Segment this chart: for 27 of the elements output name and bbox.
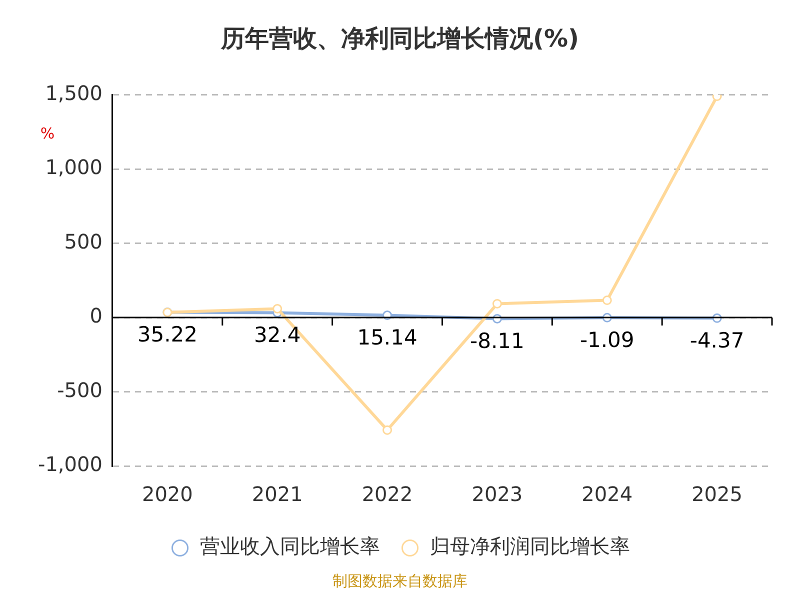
data-label: -8.11	[470, 329, 524, 354]
y-axis-title: %	[40, 124, 55, 143]
data-label: 15.14	[357, 326, 418, 350]
y-tick-label: 1,000	[45, 155, 102, 180]
x-tick-label: 2020	[142, 482, 193, 506]
x-tick-label: 2024	[582, 482, 633, 506]
x-tick-label: 2021	[252, 482, 303, 506]
y-tick-label: -500	[57, 378, 102, 402]
y-tick-label: -1,000	[38, 452, 102, 476]
legend-label: 营业收入同比增长率	[200, 534, 380, 558]
data-label: 32.4	[254, 323, 301, 348]
point	[492, 298, 502, 308]
text: 制图数据来自数据库	[332, 572, 468, 591]
legend-label: 归母净利润同比增长率	[430, 534, 630, 558]
y-tick-label: 1,500	[45, 81, 102, 106]
chart-title: 历年营收、净利同比增长情况(%)	[220, 24, 579, 53]
data-label: -1.09	[580, 328, 634, 352]
data-label: 35.22	[137, 322, 198, 347]
y-tick-label: 500	[64, 229, 102, 254]
point	[382, 425, 392, 435]
x-tick-label: 2025	[692, 482, 742, 506]
data-label: -4.37	[690, 328, 744, 353]
x-tick-label: 2022	[362, 482, 413, 506]
x-tick-label: 2023	[472, 482, 523, 506]
point	[602, 296, 612, 306]
point	[272, 304, 282, 314]
y-tick-label: 0	[90, 304, 102, 328]
